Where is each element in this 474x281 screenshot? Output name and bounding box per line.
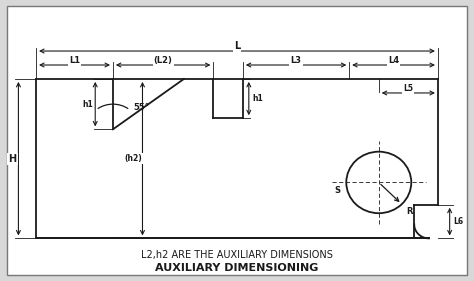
Text: H: H <box>9 154 17 164</box>
Text: h1: h1 <box>252 94 263 103</box>
Text: S: S <box>334 186 340 195</box>
Text: (h2): (h2) <box>125 154 143 163</box>
Text: L6: L6 <box>454 217 464 226</box>
Text: L2,h2 ARE THE AUXILIARY DIMENSIONS: L2,h2 ARE THE AUXILIARY DIMENSIONS <box>141 250 333 260</box>
Text: (L2): (L2) <box>154 56 173 65</box>
Text: h1: h1 <box>82 100 93 109</box>
Text: L3: L3 <box>291 56 301 65</box>
Text: L1: L1 <box>69 56 80 65</box>
Text: L: L <box>234 41 240 51</box>
Text: AUXILIARY DIMENSIONING: AUXILIARY DIMENSIONING <box>155 263 319 273</box>
FancyBboxPatch shape <box>7 6 467 275</box>
Text: L5: L5 <box>403 84 413 93</box>
Text: 55°: 55° <box>134 103 150 112</box>
Text: R: R <box>406 207 413 216</box>
Text: L4: L4 <box>388 56 399 65</box>
